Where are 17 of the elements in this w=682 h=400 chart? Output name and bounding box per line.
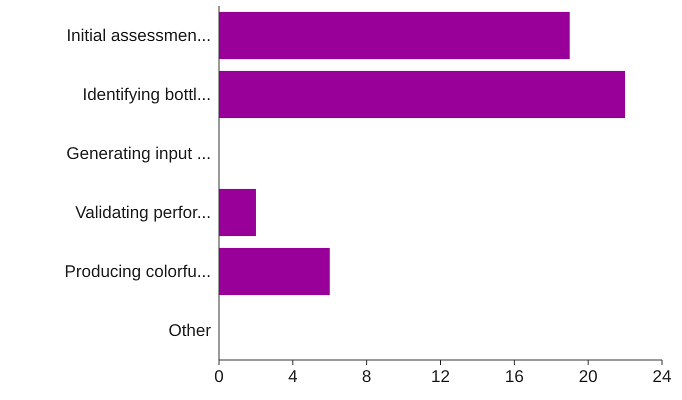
- y-tick-label: Other: [168, 321, 212, 340]
- bar: [219, 12, 570, 60]
- x-tick-label: 12: [431, 367, 450, 386]
- bar: [219, 248, 330, 296]
- x-tick-label: 8: [362, 367, 372, 386]
- x-tick-label: 24: [652, 367, 672, 386]
- x-tick-label: 0: [214, 367, 224, 386]
- y-tick-label: Initial assessmen...: [66, 26, 211, 45]
- y-tick-label: Identifying bottl...: [82, 85, 211, 104]
- bar: [219, 188, 256, 236]
- y-tick-label: Producing colorfu...: [64, 262, 211, 281]
- x-tick-label: 16: [504, 367, 524, 386]
- bar: [219, 70, 626, 118]
- y-tick-label: Validating perfor...: [75, 203, 211, 222]
- x-tick-label: 4: [288, 367, 298, 386]
- x-tick-label: 20: [578, 367, 598, 386]
- y-tick-label: Generating input ...: [66, 144, 211, 163]
